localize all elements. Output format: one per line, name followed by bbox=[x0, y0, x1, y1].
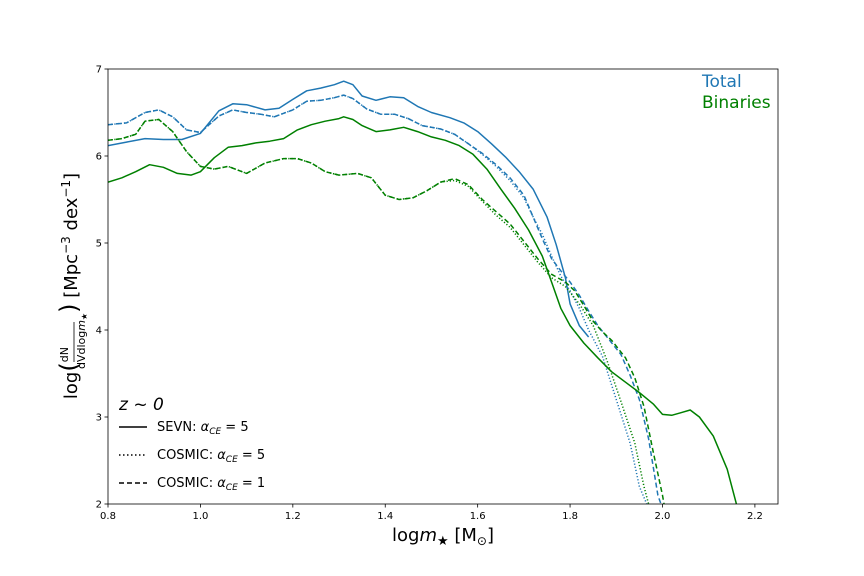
x-tick-label: 2.0 bbox=[655, 511, 671, 522]
x-tick-label: 1.0 bbox=[192, 511, 208, 522]
series-line-total-dotted bbox=[108, 94, 648, 504]
y-tick-label: 3 bbox=[96, 413, 102, 424]
x-axis-label: logm★ [M⊙] bbox=[392, 525, 494, 549]
x-tick-label: 1.6 bbox=[470, 511, 486, 522]
series-line-binaries-solid bbox=[108, 116, 738, 504]
x-tick-label: 1.4 bbox=[377, 511, 393, 522]
series-line-total-solid bbox=[108, 80, 590, 338]
x-tick-label: 1.2 bbox=[285, 511, 301, 522]
x-tick-label: 2.2 bbox=[747, 511, 763, 522]
series-line-total-dashed bbox=[108, 94, 662, 504]
y-axis-label: log(dN dVdlogm★) [Mpc−3 dex−1] bbox=[55, 173, 89, 399]
x-tick-label: 0.8 bbox=[100, 511, 116, 522]
y-tick-label: 6 bbox=[96, 152, 102, 163]
x-tick-label: 1.8 bbox=[562, 511, 578, 522]
binaries-label: Binaries bbox=[702, 93, 771, 113]
legend-label-sevn: SEVN: αCE = 5 bbox=[157, 420, 249, 437]
y-tick-label: 2 bbox=[96, 500, 102, 511]
series-layer bbox=[108, 80, 738, 504]
legend-label-cosmic-5: COSMIC: αCE = 5 bbox=[157, 448, 265, 465]
series-line-binaries-dashed bbox=[108, 118, 665, 504]
plot-frame bbox=[107, 68, 779, 505]
x-axis-ticks: 0.8 1.0 1.2 1.4 1.6 1.8 2.0 2.2 bbox=[100, 504, 763, 522]
y-tick-label: 5 bbox=[96, 239, 102, 250]
y-tick-label: 7 bbox=[96, 65, 102, 76]
legend-label-cosmic-1: COSMIC: αCE = 1 bbox=[157, 476, 265, 493]
legend: SEVN: αCE = 5 COSMIC: αCE = 5 COSMIC: αC… bbox=[119, 420, 265, 493]
y-axis-ticks: 2 3 4 5 6 7 bbox=[96, 65, 108, 511]
total-label: Total bbox=[701, 72, 742, 92]
redshift-annotation: z ~ 0 bbox=[118, 395, 164, 415]
y-tick-label: 4 bbox=[96, 326, 102, 337]
